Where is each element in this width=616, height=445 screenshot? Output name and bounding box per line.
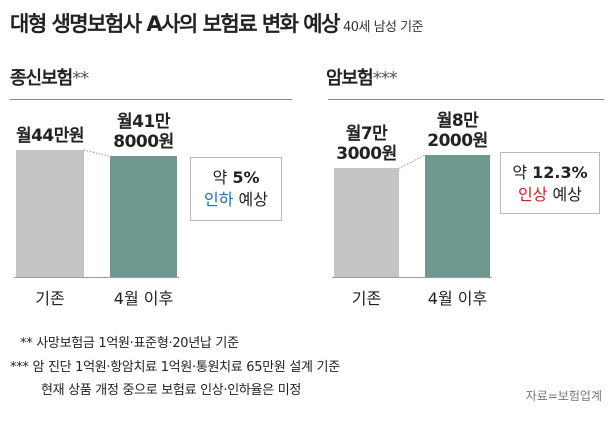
title-text: 대형 생명보험사 A사의 보험료 변화 예상 bbox=[10, 12, 340, 36]
connector-dotted-line bbox=[83, 149, 111, 157]
footnote-text: 암 진단 1억원·항암치료 1억원·통원치료 65만원 설계 기준 bbox=[32, 360, 340, 375]
callout-change: 인상 bbox=[518, 185, 548, 204]
callout-prefix: 약 bbox=[512, 163, 533, 182]
value-label-line: 월7만 bbox=[345, 124, 388, 145]
change-callout: 약 5% 인하 예상 bbox=[190, 157, 282, 221]
source: 자료=보험업계 bbox=[525, 389, 602, 403]
baseline bbox=[332, 277, 492, 278]
bar-before bbox=[16, 150, 84, 277]
bar-after bbox=[425, 155, 490, 277]
divider bbox=[328, 99, 604, 100]
value-label-line: 2000원 bbox=[427, 131, 488, 151]
change-callout: 약 12.3% 인상 예상 bbox=[500, 152, 600, 214]
callout-line-2: 인하 예상 bbox=[191, 189, 281, 211]
category-label: 4월 이후 bbox=[113, 289, 174, 308]
panel-title-whole-life: 종신보험** bbox=[10, 64, 89, 90]
value-label: 월7만 3000원 bbox=[314, 124, 419, 164]
value-label: 월41만 8000원 bbox=[90, 112, 197, 152]
category-label: 기존 bbox=[351, 289, 382, 308]
footnote-mark: *** bbox=[10, 360, 29, 375]
footnote-3: 현재 상품 개정 중으로 보험료 인상·인하율은 미정 bbox=[41, 379, 301, 398]
panel-title-cancer: 암보험*** bbox=[326, 64, 398, 90]
bar-before bbox=[334, 168, 399, 277]
divider bbox=[10, 99, 292, 100]
subtitle: 40세 남성 기준 bbox=[342, 20, 424, 35]
chart-title: 대형 생명보험사 A사의 보험료 변화 예상 40세 남성 기준 bbox=[10, 8, 424, 38]
bar-after bbox=[110, 156, 177, 277]
footnote-text: 사망보험금 1억원·표준형·20년납 기준 bbox=[36, 336, 239, 351]
callout-suffix: 예상 bbox=[547, 185, 582, 204]
footnote-mark: ** bbox=[72, 68, 89, 89]
value-label-line: 3000원 bbox=[336, 144, 397, 165]
footnote-mark: *** bbox=[372, 68, 398, 89]
value-label-line: 8000원 bbox=[113, 132, 174, 153]
category-label: 기존 bbox=[35, 289, 65, 308]
value-label: 월8만 2000원 bbox=[405, 111, 510, 151]
callout-line-1: 약 5% bbox=[191, 167, 281, 189]
callout-suffix: 예상 bbox=[233, 190, 268, 209]
value-label-line: 월41만 bbox=[117, 112, 170, 133]
baseline bbox=[14, 277, 179, 278]
value-label-line: 월8만 bbox=[436, 111, 479, 131]
callout-prefix: 약 bbox=[212, 168, 233, 187]
footnote-2: *** 암 진단 1억원·항암치료 1억원·통원치료 65만원 설계 기준 bbox=[10, 356, 340, 375]
footnote-1: ** 사망보험금 1억원·표준형·20년납 기준 bbox=[20, 332, 239, 351]
panel-title-text: 종신보험 bbox=[10, 68, 73, 89]
category-label: 4월 이후 bbox=[427, 289, 488, 308]
callout-percent: 5% bbox=[232, 168, 260, 187]
connector-dotted-line bbox=[398, 154, 426, 169]
footnote-mark: ** bbox=[20, 336, 33, 351]
callout-percent: 12.3% bbox=[532, 163, 588, 182]
panel-title-text: 암보험 bbox=[326, 68, 374, 89]
value-label: 월44만원 bbox=[0, 126, 104, 146]
callout-change: 인하 bbox=[204, 190, 234, 209]
footnote-text: 현재 상품 개정 중으로 보험료 인상·인하율은 미정 bbox=[41, 383, 302, 398]
callout-line-2: 인상 예상 bbox=[501, 184, 599, 206]
callout-line-1: 약 12.3% bbox=[501, 162, 599, 184]
value-label-line: 월44만원 bbox=[15, 126, 85, 146]
